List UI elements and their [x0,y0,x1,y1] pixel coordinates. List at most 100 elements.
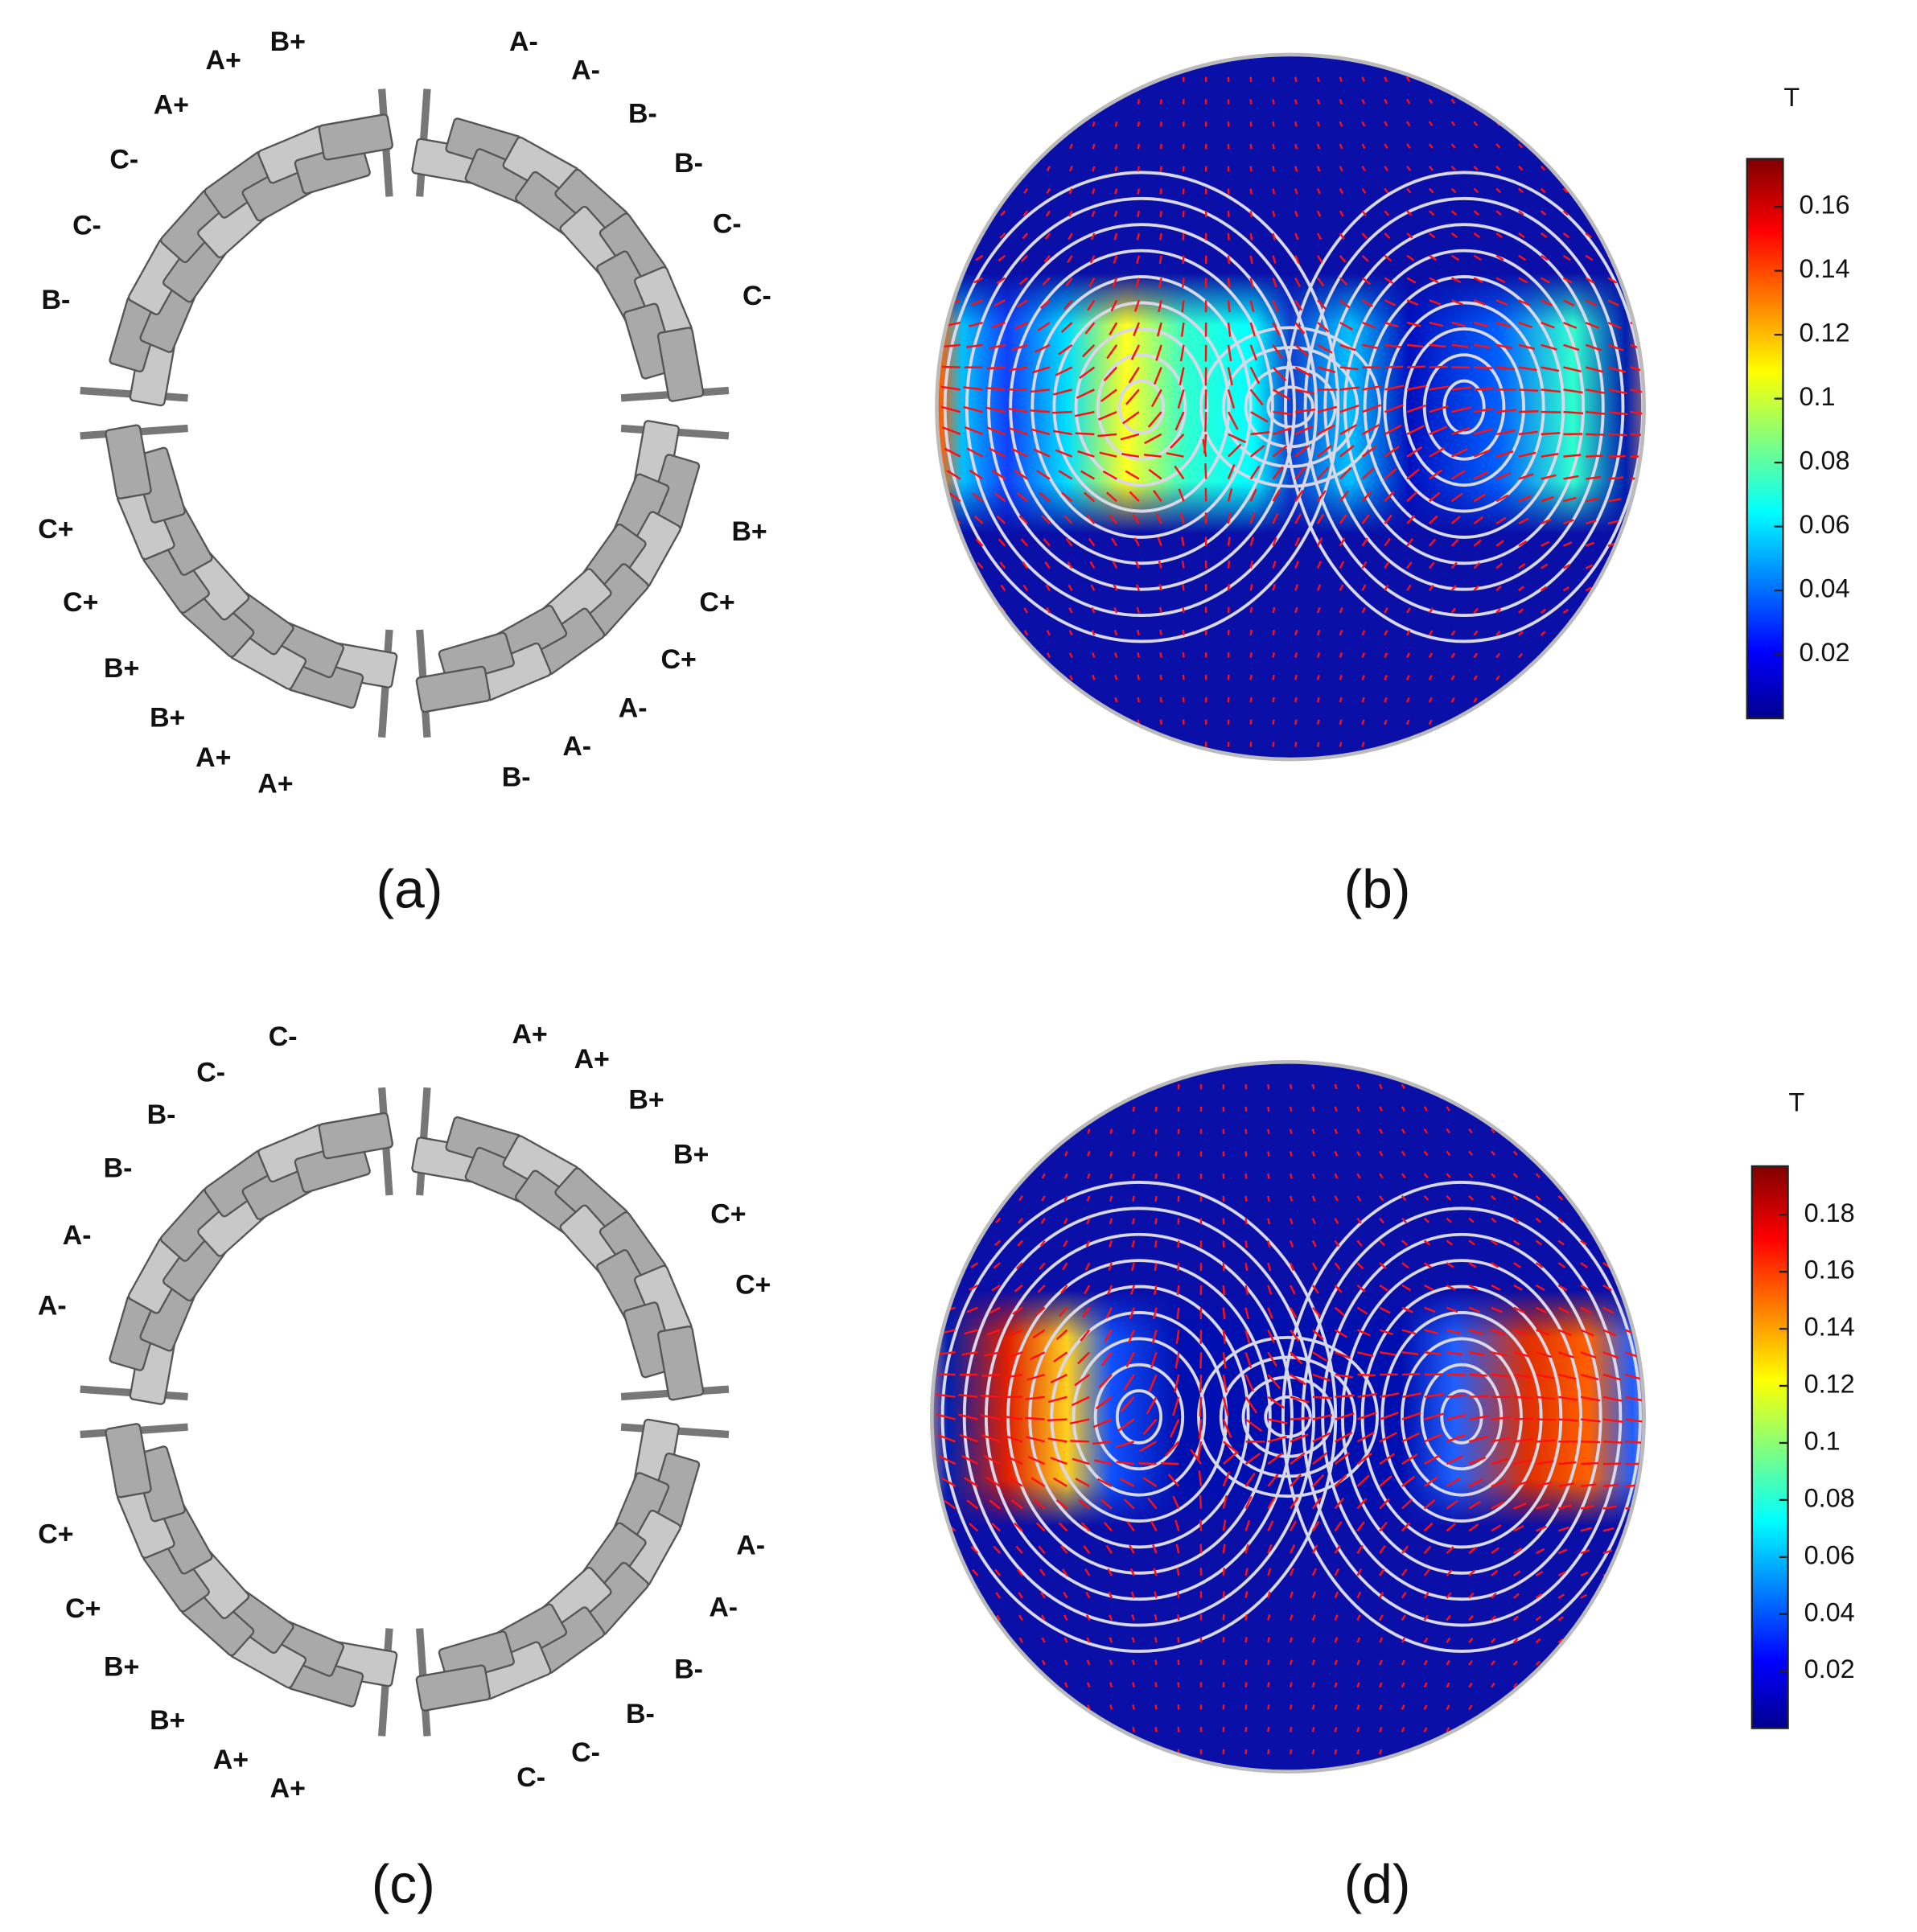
field-arrow [1290,1151,1291,1156]
field-arrow [1161,144,1162,149]
field-arrow [1586,455,1603,456]
panel-label: (d) [1344,1855,1411,1915]
coil-label: B- [674,148,703,179]
field-arrow [1161,720,1162,725]
field-arrow [1268,1660,1269,1665]
field-arrow [1200,1519,1201,1531]
colorbar [1752,1166,1788,1729]
field-arrow [1161,121,1162,126]
coil-label: C+ [699,587,734,618]
coil [105,425,152,499]
field-arrow [1335,1727,1337,1732]
field-arrow [1290,1683,1291,1687]
coil-label: C+ [63,587,98,618]
field-arrow [1246,1263,1248,1271]
field-arrow [1138,675,1139,680]
field-arrow [1133,1727,1134,1732]
field-arrow [1384,367,1403,368]
field-arrow [1178,1568,1179,1576]
coil-label: B+ [104,1652,139,1683]
field-arrow [1290,1704,1291,1709]
field-arrow [1200,1352,1201,1368]
field-arrow [1313,1107,1314,1112]
field-arrow [1161,166,1162,172]
colorbar-tick-label: 0.14 [1799,254,1849,283]
field-arrow [1110,1174,1112,1178]
coil-label: C- [109,145,138,175]
coil [105,1424,152,1498]
field-arrow [1246,1219,1247,1224]
field-arrow [1586,434,1605,435]
field-arrow [1541,433,1561,434]
field-arrow [1246,1614,1247,1620]
coil-label: C- [516,1762,545,1793]
field-arrow [1137,630,1139,635]
colorbar-tick-label: 0.04 [1804,1597,1855,1626]
field-arrow [1290,1084,1291,1089]
field-arrow [987,368,1006,369]
colorbar-tick-label: 0.16 [1804,1256,1855,1285]
field-arrow [1246,1592,1248,1598]
field-arrow [1246,1240,1247,1247]
field-arrow [1138,189,1139,195]
field-arrow [1290,1660,1292,1665]
field-arrow [1246,1660,1247,1665]
field-arrow [1161,675,1162,680]
field-arrow [1268,1614,1269,1620]
coil [657,1326,704,1400]
colorbar-tick-label: 0.18 [1804,1198,1855,1227]
panel-label: (a) [376,860,443,920]
field-arrow [1251,121,1252,126]
field-arrow [1183,300,1184,312]
field-arrow [1246,1727,1247,1732]
field-arrow [1603,1441,1623,1442]
colorbar-tick-label: 0.1 [1799,382,1835,411]
field-arrow [1200,1495,1201,1509]
coil [657,327,704,402]
colorbar-tick-label: 0.02 [1799,638,1849,667]
field-arrow [1156,1174,1157,1178]
field-arrow [1052,412,1072,413]
field-arrow [1133,1107,1134,1112]
field-arrow [1295,675,1296,680]
colorbar-tick-label: 0.02 [1804,1655,1855,1683]
field-arrow [1290,1107,1291,1112]
field-arrow [1224,1544,1225,1553]
field-arrow [1251,607,1252,613]
field-arrow [1290,1129,1291,1134]
colorbar-tick-label: 0.06 [1799,510,1849,539]
field-arrow [1115,675,1117,680]
field-arrow [1205,412,1206,432]
field-arrow [1363,742,1364,747]
field-arrow [1110,1704,1112,1709]
field-arrow [1156,1107,1157,1112]
coil-label: C- [713,209,742,240]
field-arrow [1160,256,1162,264]
field-arrow [1137,211,1139,216]
field-arrow [1205,463,1206,479]
colorbar-tick-label: 0.08 [1804,1483,1855,1512]
field-arrow [1335,1705,1337,1710]
coil-label: A- [509,27,538,57]
field-arrow [1246,1637,1247,1642]
field-arrow [1178,1614,1179,1620]
field-arrow [1156,1704,1157,1709]
coil-label: A+ [195,742,231,773]
field-arrow [1357,1749,1359,1754]
field-arrow [1228,607,1229,613]
field-arrow [1093,144,1095,149]
colorbar-tick-label: 0.12 [1799,319,1849,347]
coil-label: B+ [270,27,306,57]
field-arrow [1469,1396,1488,1397]
colorbar-tick-label: 0.08 [1799,446,1849,475]
field-arrow [1228,537,1230,546]
field-arrow [1273,211,1274,216]
field-arrow [1138,121,1139,126]
field-arrow [1246,1084,1247,1089]
coil-label: B+ [150,703,185,734]
coil-label: B+ [150,1705,185,1736]
coil [416,1665,491,1712]
field-arrow [1228,561,1229,568]
field-arrow [1246,1749,1247,1754]
